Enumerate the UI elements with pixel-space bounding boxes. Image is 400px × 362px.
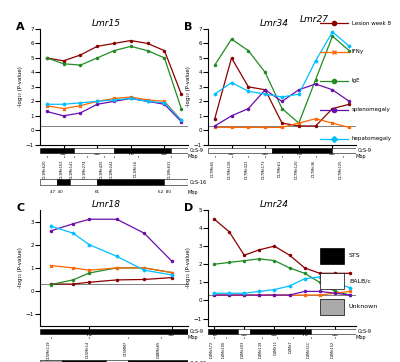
- Text: D11Mit631: D11Mit631: [167, 159, 171, 179]
- Text: IgE: IgE: [352, 78, 360, 83]
- Text: 47  40: 47 40: [50, 190, 63, 194]
- Bar: [114, 148, 171, 153]
- Y-axis label: -log₁₀ (P-value): -log₁₀ (P-value): [186, 248, 191, 288]
- Bar: [106, 360, 128, 362]
- Bar: [250, 329, 311, 334]
- Text: Mbp: Mbp: [188, 154, 198, 159]
- Text: D4Mit572: D4Mit572: [210, 340, 214, 358]
- Text: D: D: [184, 203, 194, 213]
- Bar: [40, 179, 57, 185]
- Text: Lesion week 8: Lesion week 8: [352, 21, 391, 26]
- Text: C15MM7: C15MM7: [124, 340, 128, 355]
- Bar: [320, 248, 344, 264]
- Text: BALB/c: BALB/c: [349, 279, 371, 284]
- Bar: [208, 329, 238, 334]
- Y-axis label: -log₁₀ (P-value): -log₁₀ (P-value): [186, 67, 191, 107]
- Text: Mbp: Mbp: [356, 154, 366, 159]
- Text: D17Mit65: D17Mit65: [211, 159, 215, 177]
- Bar: [320, 299, 344, 315]
- Text: D17Mit322: D17Mit322: [244, 159, 248, 179]
- Text: D17Mit125: D17Mit125: [338, 159, 342, 179]
- Text: D11Mit274: D11Mit274: [83, 159, 87, 179]
- Text: CcS-16: CcS-16: [190, 180, 207, 185]
- Text: D11Mit242: D11Mit242: [110, 159, 114, 179]
- Text: Lmr27: Lmr27: [300, 15, 329, 24]
- Bar: [97, 179, 164, 185]
- Text: CcS-9: CcS-9: [190, 329, 203, 334]
- Bar: [238, 329, 250, 334]
- Text: 62  80: 62 80: [158, 190, 171, 194]
- Bar: [74, 148, 114, 153]
- Bar: [320, 273, 344, 289]
- Text: D11Mit620: D11Mit620: [43, 159, 47, 179]
- Title: Lmr34: Lmr34: [260, 19, 289, 28]
- Text: D17Mit128: D17Mit128: [228, 159, 232, 179]
- Text: C: C: [16, 203, 24, 213]
- Text: splenomegaly: splenomegaly: [352, 107, 391, 112]
- Text: D15Mit119: D15Mit119: [47, 340, 51, 360]
- Bar: [332, 148, 356, 153]
- Bar: [62, 360, 106, 362]
- Bar: [171, 148, 188, 153]
- Text: D4Mit152: D4Mit152: [331, 340, 335, 358]
- Text: D4Mit203: D4Mit203: [240, 340, 244, 358]
- Text: Unknown: Unknown: [349, 304, 378, 309]
- Title: Lmr18: Lmr18: [92, 200, 121, 209]
- Text: D4Mit7: D4Mit7: [288, 340, 292, 353]
- Bar: [272, 148, 332, 153]
- Text: D17Mit36: D17Mit36: [312, 159, 316, 177]
- Text: D11Mit163: D11Mit163: [60, 159, 64, 179]
- Text: hepatomegaly: hepatomegaly: [352, 136, 392, 141]
- Text: D17Mit120: D17Mit120: [295, 159, 299, 179]
- Text: D4Mit11: D4Mit11: [274, 340, 278, 355]
- Text: D17Mit173: D17Mit173: [261, 159, 265, 179]
- Text: CcS-9: CcS-9: [358, 148, 371, 153]
- Bar: [164, 179, 188, 185]
- Bar: [40, 148, 74, 153]
- Text: D11Mit16: D11Mit16: [134, 159, 138, 177]
- Text: Mbp: Mbp: [356, 335, 366, 340]
- Text: D11Mit425: D11Mit425: [100, 159, 104, 179]
- Text: D4BMit65: D4BMit65: [156, 340, 160, 358]
- Title: Lmr24: Lmr24: [260, 200, 289, 209]
- Text: D4Mit139: D4Mit139: [258, 340, 262, 358]
- Text: STS: STS: [349, 253, 360, 258]
- Text: CcS-9: CcS-9: [190, 148, 203, 153]
- Title: Lmr15: Lmr15: [92, 19, 121, 28]
- Text: D17Mit61: D17Mit61: [278, 159, 282, 177]
- Text: CcS-20: CcS-20: [190, 361, 207, 362]
- Text: Mbp: Mbp: [188, 335, 198, 340]
- Bar: [128, 360, 188, 362]
- Bar: [40, 360, 62, 362]
- Bar: [208, 148, 272, 153]
- Y-axis label: -log₁₀ (P-value): -log₁₀ (P-value): [18, 248, 23, 288]
- Text: D4Mit100: D4Mit100: [222, 340, 226, 358]
- Text: Mbp: Mbp: [188, 190, 198, 195]
- Bar: [57, 179, 70, 185]
- Text: B: B: [184, 22, 193, 32]
- Text: D15Mit14: D15Mit14: [85, 340, 89, 358]
- Text: CcS-9: CcS-9: [358, 329, 371, 334]
- Y-axis label: -log₁₀ (P-value): -log₁₀ (P-value): [18, 67, 23, 107]
- Bar: [40, 329, 188, 334]
- Text: A: A: [16, 22, 25, 32]
- Text: IFNy: IFNy: [352, 49, 364, 54]
- Text: D11Mit141: D11Mit141: [70, 159, 74, 179]
- Text: 61: 61: [95, 190, 100, 194]
- Text: D4Mit51C: D4Mit51C: [307, 340, 311, 358]
- Bar: [70, 179, 97, 185]
- Bar: [311, 329, 356, 334]
